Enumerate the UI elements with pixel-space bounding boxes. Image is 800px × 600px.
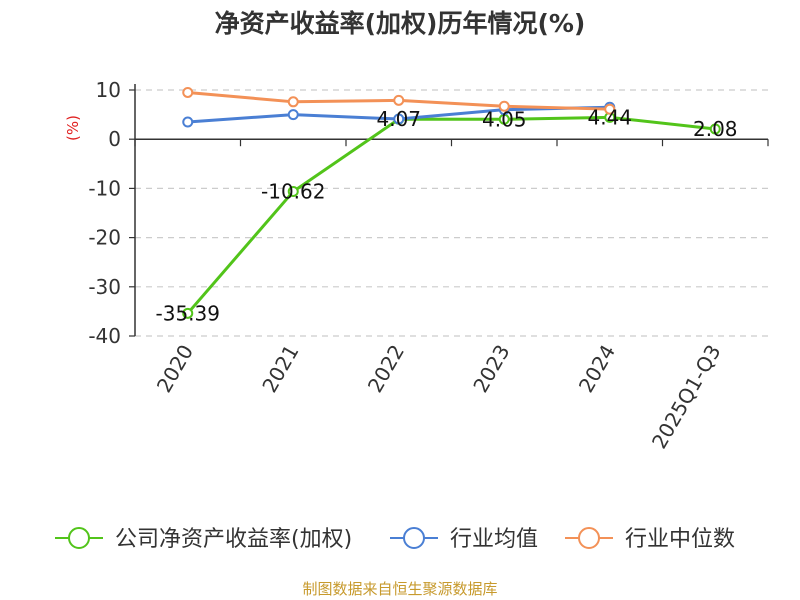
x-tick-label: 2020	[152, 341, 198, 397]
data-label: 4.05	[482, 107, 527, 131]
y-tick-label: -10	[88, 176, 121, 200]
y-tick-label: 0	[108, 127, 121, 151]
legend[interactable]: 公司净资产收益率(加权) 行业均值 行业中位数	[55, 527, 735, 552]
x-tick-label: 2022	[363, 341, 409, 397]
legend-item[interactable]: 行业中位数	[565, 527, 735, 552]
axes: 10 0 -10 -20 -30 -40 2020 2021 2022 2023 2024 2025Q…	[88, 78, 769, 453]
data-point[interactable]	[182, 116, 194, 128]
y-tick-label: 10	[96, 78, 121, 102]
y-axis-unit: (%)	[64, 115, 82, 141]
data-point[interactable]	[182, 307, 194, 319]
source-note: 制图数据来自恒生聚源数据库	[302, 580, 497, 598]
legend-label: 行业均值	[450, 527, 538, 552]
data-label: 4.07	[376, 107, 421, 131]
data-label: -10.62	[261, 179, 325, 203]
grid	[135, 89, 768, 337]
legend-marker	[68, 527, 90, 549]
legend-marker	[578, 527, 600, 549]
data-point[interactable]	[393, 94, 405, 106]
y-tick-label: -20	[88, 226, 121, 250]
data-point[interactable]	[287, 109, 299, 121]
data-point[interactable]	[393, 113, 405, 125]
data-point[interactable]	[182, 86, 194, 98]
data-label: 4.44	[587, 105, 632, 129]
legend-label: 行业中位数	[625, 527, 735, 552]
x-tick-label: 2021	[257, 341, 303, 397]
data-label: -35.39	[156, 301, 220, 325]
series-line	[186, 115, 716, 315]
data-label: 2.08	[693, 117, 738, 141]
data-point[interactable]	[287, 96, 299, 108]
data-point[interactable]	[287, 185, 299, 197]
legend-label: 公司净资产收益率(加权)	[115, 527, 352, 552]
data-labels: -35.39 -10.62 4.07 4.05 4.44 2.08	[156, 105, 738, 325]
data-point[interactable]	[709, 123, 721, 135]
legend-marker	[403, 527, 425, 549]
series-layer	[182, 86, 721, 319]
data-point[interactable]	[604, 103, 616, 115]
legend-item[interactable]: 行业均值	[390, 527, 538, 552]
y-tick-label: -30	[88, 275, 121, 299]
data-point[interactable]	[498, 100, 510, 112]
x-tick-label: 2024	[574, 341, 620, 397]
y-tick-label: -40	[88, 324, 121, 348]
x-tick-label: 2023	[468, 341, 514, 397]
legend-item[interactable]: 公司净资产收益率(加权)	[55, 527, 352, 552]
x-tick-label: 2025Q1-Q3	[647, 341, 726, 453]
chart-title: 净资产收益率(加权)历年情况(%)	[215, 9, 586, 38]
